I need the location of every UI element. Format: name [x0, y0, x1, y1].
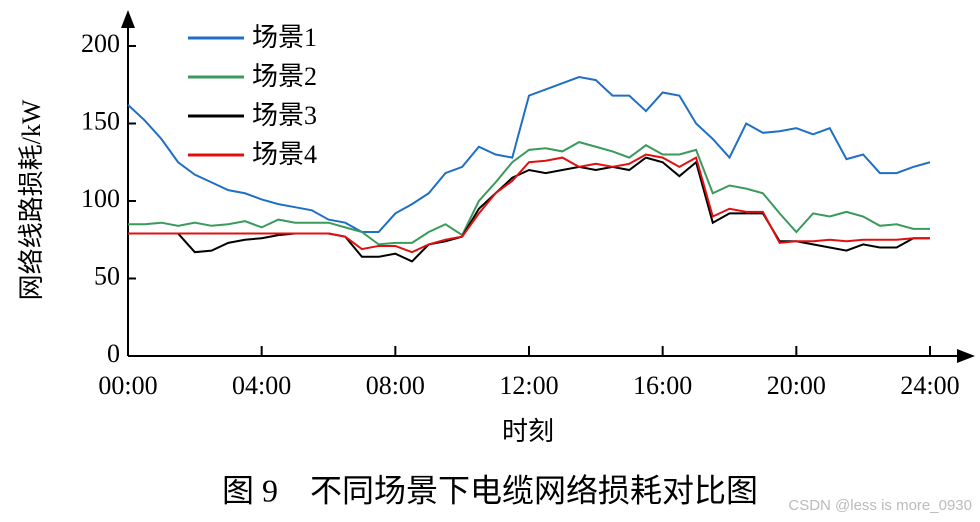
- y-arrow: [121, 10, 135, 28]
- chart-title: 图 9 不同场景下电缆网络损耗对比图: [222, 472, 758, 508]
- series-line: [128, 141, 930, 246]
- x-label: 时刻: [502, 417, 554, 446]
- legend-label: 场景1: [252, 23, 317, 52]
- x-tick-label: 24:00: [900, 371, 959, 400]
- y-tick-label: 200: [81, 29, 120, 58]
- x-tick-label: 08:00: [366, 371, 425, 400]
- legend-label: 场景4: [252, 140, 317, 169]
- x-tick-label: 04:00: [232, 371, 291, 400]
- series-line: [127, 75, 931, 233]
- x-tick-label: 16:00: [633, 371, 692, 400]
- y-tick-label: 100: [81, 184, 120, 213]
- legend-label: 场景2: [252, 62, 317, 91]
- x-tick-label: 00:00: [98, 371, 157, 400]
- series-line: [128, 153, 930, 254]
- x-tick-label: 20:00: [767, 371, 826, 400]
- y-tick-label: 150: [81, 106, 120, 135]
- y-tick-label: 0: [107, 339, 120, 368]
- series-line: [128, 156, 930, 263]
- y-label: 网络线路损耗/kW: [17, 99, 46, 300]
- legend-label: 场景3: [252, 101, 317, 130]
- x-arrow: [957, 349, 975, 363]
- watermark: CSDN @less is more_0930: [788, 497, 972, 514]
- x-tick-label: 12:00: [499, 371, 558, 400]
- y-tick-label: 50: [94, 261, 120, 290]
